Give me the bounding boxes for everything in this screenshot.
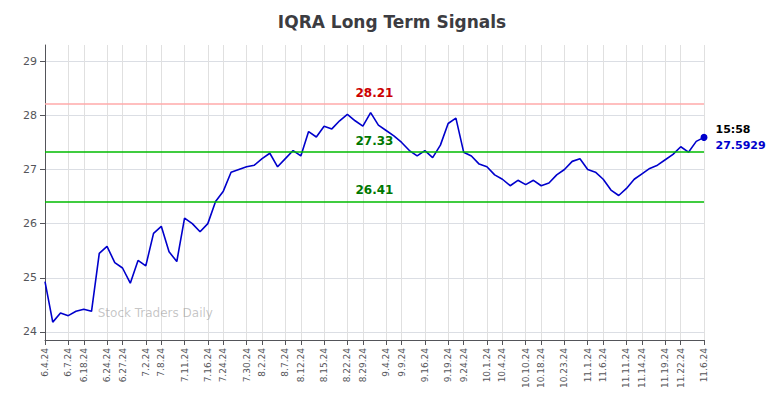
svg-text:7.2.24: 7.2.24 bbox=[141, 348, 151, 377]
svg-text:7.16.24: 7.16.24 bbox=[203, 348, 213, 383]
svg-text:8.7.24: 8.7.24 bbox=[280, 348, 290, 377]
svg-text:7.24.24: 7.24.24 bbox=[218, 348, 228, 383]
svg-text:10.23.24: 10.23.24 bbox=[559, 348, 569, 388]
svg-text:6.7.24: 6.7.24 bbox=[63, 348, 73, 377]
svg-text:6.27.24: 6.27.24 bbox=[118, 348, 128, 383]
svg-text:27.5929: 27.5929 bbox=[716, 139, 766, 152]
svg-text:25: 25 bbox=[23, 271, 37, 284]
svg-text:8.29.24: 8.29.24 bbox=[358, 348, 368, 383]
svg-text:27: 27 bbox=[23, 163, 37, 176]
svg-text:6.24.24: 6.24.24 bbox=[102, 348, 112, 383]
svg-text:24: 24 bbox=[23, 325, 37, 338]
svg-text:10.10.24: 10.10.24 bbox=[521, 348, 531, 388]
svg-text:6.4.24: 6.4.24 bbox=[40, 348, 50, 377]
svg-text:27.33: 27.33 bbox=[356, 134, 394, 148]
svg-text:8.15.24: 8.15.24 bbox=[319, 348, 329, 383]
svg-text:15:58: 15:58 bbox=[716, 123, 751, 136]
svg-text:9.16.24: 9.16.24 bbox=[420, 348, 430, 383]
svg-text:6.18.24: 6.18.24 bbox=[79, 348, 89, 383]
svg-text:28.21: 28.21 bbox=[356, 86, 394, 100]
svg-text:11.11.24: 11.11.24 bbox=[621, 348, 631, 388]
svg-text:11.19.24: 11.19.24 bbox=[660, 348, 670, 388]
svg-text:9.24.24: 9.24.24 bbox=[459, 348, 469, 383]
svg-text:26.41: 26.41 bbox=[356, 183, 394, 197]
svg-text:IQRA Long Term Signals: IQRA Long Term Signals bbox=[278, 12, 506, 32]
svg-text:28: 28 bbox=[23, 109, 37, 122]
svg-text:9.4.24: 9.4.24 bbox=[381, 348, 391, 377]
svg-text:10.18.24: 10.18.24 bbox=[536, 348, 546, 388]
svg-text:29: 29 bbox=[23, 55, 37, 68]
svg-text:10.4.24: 10.4.24 bbox=[497, 348, 507, 383]
svg-text:11.6.24: 11.6.24 bbox=[699, 348, 709, 383]
svg-text:7.11.24: 7.11.24 bbox=[180, 348, 190, 383]
svg-text:7.30.24: 7.30.24 bbox=[242, 348, 252, 383]
svg-text:26: 26 bbox=[23, 217, 37, 230]
svg-text:8.22.24: 8.22.24 bbox=[342, 348, 352, 383]
svg-text:Stock Traders Daily: Stock Traders Daily bbox=[98, 306, 213, 320]
svg-text:11.6.24: 11.6.24 bbox=[598, 348, 608, 383]
svg-text:10.1.24: 10.1.24 bbox=[482, 348, 492, 383]
svg-text:9.9.24: 9.9.24 bbox=[397, 348, 407, 377]
svg-text:11.14.24: 11.14.24 bbox=[637, 348, 647, 388]
svg-text:8.2.24: 8.2.24 bbox=[257, 348, 267, 377]
svg-text:9.19.24: 9.19.24 bbox=[443, 348, 453, 383]
svg-text:11.22.24: 11.22.24 bbox=[676, 348, 686, 388]
svg-text:11.1.24: 11.1.24 bbox=[583, 348, 593, 383]
svg-text:8.12.24: 8.12.24 bbox=[296, 348, 306, 383]
svg-text:7.8.24: 7.8.24 bbox=[156, 348, 166, 377]
